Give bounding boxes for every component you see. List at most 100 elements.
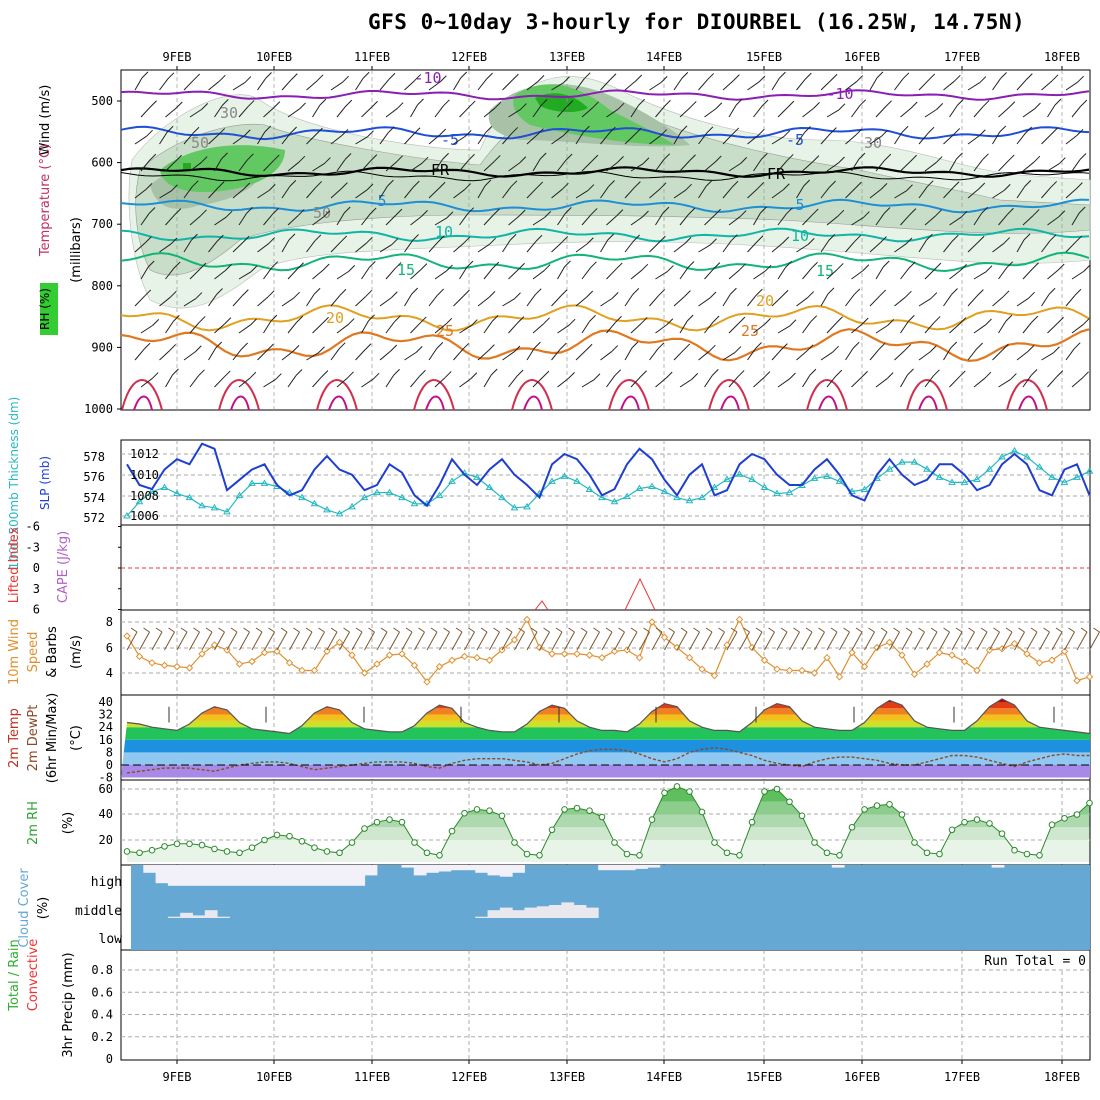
wind-barb bbox=[134, 348, 145, 361]
wind-speed-point bbox=[298, 666, 306, 675]
wind-barb bbox=[967, 82, 981, 91]
temp-tick: 24 bbox=[99, 720, 113, 734]
wind-barb bbox=[238, 377, 251, 388]
wind-barb-flag bbox=[221, 99, 229, 106]
wind-barb bbox=[802, 374, 811, 388]
wind-speed-point bbox=[373, 660, 381, 668]
wind-barb bbox=[1047, 269, 1059, 280]
wind10-barb bbox=[739, 631, 750, 651]
wind-barb-flag bbox=[1077, 75, 1084, 83]
wind-barb-flag bbox=[926, 233, 933, 241]
wind-barb bbox=[581, 320, 591, 334]
wind-barb bbox=[159, 131, 168, 145]
wind-barb bbox=[796, 297, 808, 307]
pressure-tick: 800 bbox=[91, 279, 113, 293]
wind-barb-flag bbox=[290, 126, 297, 134]
rh-point bbox=[961, 818, 968, 826]
thickness-tick: 574 bbox=[83, 491, 105, 505]
wind-barb-flag bbox=[394, 262, 402, 269]
wind-barb bbox=[312, 104, 321, 118]
rh2m-unit: (%) bbox=[61, 812, 76, 835]
wind-barb bbox=[728, 376, 739, 388]
wind-barb-flag bbox=[1003, 237, 1011, 244]
upper-ylabel: (millibars) bbox=[69, 217, 84, 283]
wind-barb-flag bbox=[1083, 265, 1091, 272]
thickness-point bbox=[885, 465, 894, 472]
run-total-bg bbox=[978, 951, 1089, 969]
wind-barb-flag bbox=[908, 261, 916, 269]
wind-barb-flag bbox=[660, 129, 668, 136]
pressure-tick: 900 bbox=[91, 340, 113, 354]
wind-barb-flag bbox=[1002, 343, 1009, 351]
wind-barb bbox=[777, 266, 787, 280]
wind10-barb-flag bbox=[1068, 627, 1075, 633]
wind-barb bbox=[165, 107, 177, 118]
date-label-bottom: 9FEB bbox=[163, 1070, 192, 1084]
wind-barb bbox=[624, 294, 634, 307]
wind-barb-flag bbox=[225, 210, 233, 218]
wind-barb bbox=[379, 132, 389, 145]
wind-barb bbox=[679, 160, 690, 172]
wind-barb-flag bbox=[880, 183, 888, 190]
wind-barb bbox=[606, 375, 616, 388]
wind-speed-point bbox=[660, 633, 669, 642]
wind-barb-flag bbox=[485, 126, 493, 133]
wind-barb-flag bbox=[764, 318, 771, 325]
wind-barb bbox=[1071, 159, 1081, 172]
temp-line bbox=[126, 698, 1090, 735]
wind-speed-point bbox=[960, 657, 969, 666]
wind-barb bbox=[330, 81, 343, 91]
wind10-barb bbox=[1001, 631, 1013, 651]
wind-speed-point bbox=[448, 656, 456, 664]
slp-tick: 1006 bbox=[130, 509, 159, 523]
wind-barb-flag bbox=[976, 342, 983, 350]
wind-barb bbox=[967, 135, 980, 145]
wind-speed-point bbox=[985, 646, 994, 654]
wind-barb bbox=[508, 322, 519, 334]
wind-barb-flag bbox=[172, 315, 180, 322]
wind-barb bbox=[973, 271, 987, 280]
wind-barb-flag bbox=[297, 262, 304, 270]
wind-barb-flag bbox=[587, 184, 595, 191]
wind-barb-flag bbox=[250, 318, 257, 326]
wind-barb bbox=[673, 242, 686, 253]
cloud-high-gap bbox=[426, 865, 439, 873]
wind-barb-flag bbox=[901, 125, 909, 133]
wind-barb bbox=[232, 188, 245, 199]
wind10-barb bbox=[764, 631, 775, 651]
wind-barb bbox=[998, 320, 1007, 334]
wind-barb-flag bbox=[910, 154, 917, 162]
contour-35-loop bbox=[133, 395, 153, 411]
wind-barb-flag bbox=[803, 179, 811, 187]
wind-barb-flag bbox=[175, 154, 182, 162]
wind-barb-flag bbox=[609, 73, 617, 81]
thickness-point bbox=[1085, 467, 1094, 474]
wind-barb-flag bbox=[641, 263, 649, 271]
wind-speed-point bbox=[760, 656, 769, 664]
wind-barb-flag bbox=[198, 369, 205, 377]
wind-barb-flag bbox=[634, 181, 641, 188]
wind-barb bbox=[404, 293, 413, 307]
wind-barb bbox=[851, 323, 863, 334]
thickness-point bbox=[985, 465, 994, 472]
wind-speed-point bbox=[935, 648, 944, 657]
rh-point bbox=[586, 807, 593, 814]
wind-barb bbox=[453, 77, 462, 91]
cloud-high-gap bbox=[450, 865, 464, 871]
wind-barb-flag bbox=[437, 288, 444, 296]
wind-barb bbox=[869, 188, 882, 199]
contour-30-loop bbox=[806, 379, 848, 411]
wind-barb bbox=[722, 352, 736, 361]
thickness-point bbox=[623, 492, 631, 500]
cape-spike bbox=[534, 600, 549, 611]
wind-speed-point bbox=[1023, 650, 1031, 658]
wind-barb-flag bbox=[1026, 73, 1033, 80]
date-label-bottom: 16FEB bbox=[844, 1070, 880, 1084]
wind-barb bbox=[183, 79, 195, 91]
wind-speed-point bbox=[698, 665, 706, 673]
rh-point bbox=[661, 789, 668, 797]
pressure-tick: 600 bbox=[91, 156, 113, 170]
thickness-tick: 578 bbox=[83, 450, 105, 464]
thickness-point bbox=[148, 487, 156, 495]
